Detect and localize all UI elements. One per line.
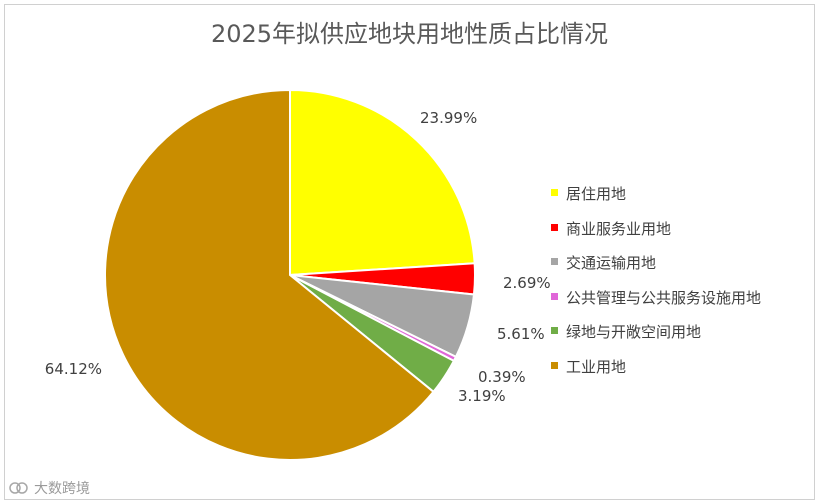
- legend-swatch: [551, 292, 558, 300]
- pie-slice: [289, 88, 476, 277]
- watermark-text: 大数跨境: [34, 481, 90, 497]
- legend-swatch: [551, 189, 558, 196]
- legend-swatch: [551, 258, 558, 265]
- chart-legend: 居住用地商业服务业用地 交通运输用地公共管理与公共服务设施用地 绿地与开敞空间用地工…: [551, 183, 761, 390]
- slice-data-label: 3.19%: [458, 387, 506, 405]
- pie-slices: [104, 88, 476, 461]
- chart-title: 2025年拟供应地块用地性质占比情况: [210, 20, 609, 48]
- pie-slice: [104, 88, 435, 461]
- legend-item: 绿地与开敞空间用地: [551, 321, 761, 356]
- legend-swatch: [551, 223, 558, 231]
- legend-label: 工业用地: [566, 357, 627, 376]
- legend-label: 居住用地: [566, 185, 627, 203]
- legend-label: 商业服务业用地: [566, 219, 672, 238]
- legend-label: 交通运输用地: [566, 254, 657, 272]
- slice-data-label: 23.99%: [420, 109, 477, 127]
- legend-swatch: [551, 361, 558, 369]
- legend-label: 绿地与开敞空间用地: [566, 323, 702, 341]
- legend-label: 公共管理与公共服务设施用地: [566, 288, 762, 307]
- legend-item: 公共管理与公共服务设施用地: [551, 287, 761, 322]
- slice-data-label: 0.39%: [478, 368, 526, 386]
- legend-item: 居住用地: [551, 183, 761, 218]
- legend-item: 商业服务业用地: [551, 218, 761, 253]
- legend-item: 工业用地: [551, 356, 761, 391]
- data-labels: 23.99% 2.69% 5.61% 0.39%3.19% 64.12%: [45, 109, 551, 405]
- slice-data-label: 2.69%: [503, 274, 551, 292]
- slice-data-label: 64.12%: [45, 360, 102, 378]
- watermark-logo-icon: [9, 482, 28, 494]
- slice-data-label: 5.61%: [497, 325, 545, 343]
- legend-item: 交通运输用地: [551, 252, 761, 287]
- legend-swatch: [551, 327, 558, 334]
- watermark: 大数跨境: [8, 478, 90, 498]
